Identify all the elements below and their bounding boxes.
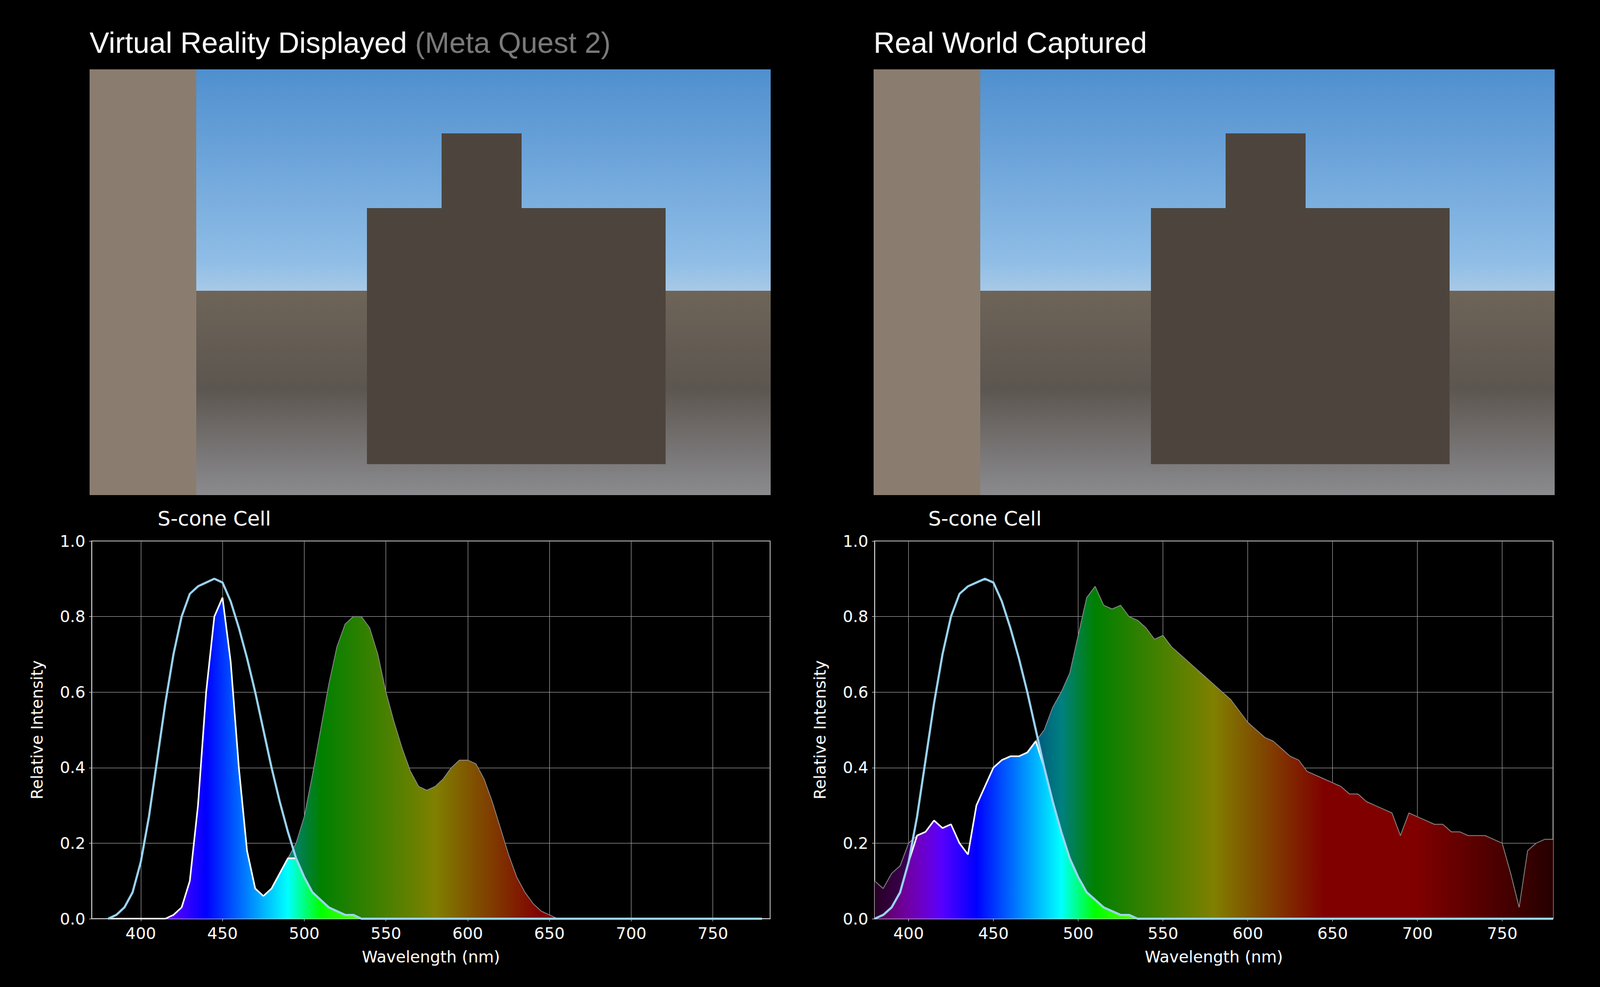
html-text:Virtual Reality Displayed (Met: Virtual Reality Displayed (Meta Quest 2) — [89, 26, 611, 60]
svg-text:0.2: 0.2 — [59, 833, 86, 853]
svg-text:0.6: 0.6 — [842, 682, 869, 702]
svg-text:1.0: 1.0 — [59, 531, 86, 551]
svg-text:500: 500 — [289, 923, 320, 943]
svg-text:1.0: 1.0 — [842, 531, 869, 551]
html-text:Real World Captured: Real World Captured — [873, 26, 1147, 60]
svg-text:450: 450 — [978, 923, 1009, 943]
svg-text:650: 650 — [534, 923, 565, 943]
svg-text:450: 450 — [207, 923, 238, 943]
svg-text:0.8: 0.8 — [59, 606, 86, 626]
svg-text:750: 750 — [1486, 923, 1518, 943]
svg-text:750: 750 — [697, 923, 728, 943]
svg-text:700: 700 — [616, 923, 647, 943]
svg-text:0.4: 0.4 — [842, 757, 869, 777]
svg-text:0.6: 0.6 — [59, 682, 86, 702]
svg-text:0.0: 0.0 — [842, 909, 869, 928]
svg-text:550: 550 — [370, 923, 402, 943]
svg-text:0.8: 0.8 — [842, 606, 869, 626]
svg-text:S-cone Cell: S-cone Cell — [928, 506, 1042, 531]
svg-text:0.4: 0.4 — [59, 757, 86, 777]
svg-text:700: 700 — [1402, 923, 1433, 943]
svg-text:500: 500 — [1062, 923, 1094, 943]
svg-text:0.0: 0.0 — [59, 909, 86, 928]
svg-text:Relative Intensity: Relative Intensity — [810, 659, 830, 799]
svg-text:Wavelength (nm): Wavelength (nm) — [1144, 947, 1283, 966]
svg-text:Wavelength (nm): Wavelength (nm) — [361, 947, 500, 966]
svg-text:400: 400 — [125, 923, 156, 943]
svg-text:600: 600 — [452, 923, 483, 943]
svg-text:Relative Intensity: Relative Intensity — [27, 659, 47, 799]
svg-text:S-cone Cell: S-cone Cell — [157, 506, 272, 531]
svg-text:400: 400 — [893, 923, 924, 943]
svg-text:550: 550 — [1147, 923, 1179, 943]
svg-text:650: 650 — [1317, 923, 1348, 943]
svg-text:0.2: 0.2 — [842, 833, 869, 853]
svg-text:600: 600 — [1232, 923, 1263, 943]
